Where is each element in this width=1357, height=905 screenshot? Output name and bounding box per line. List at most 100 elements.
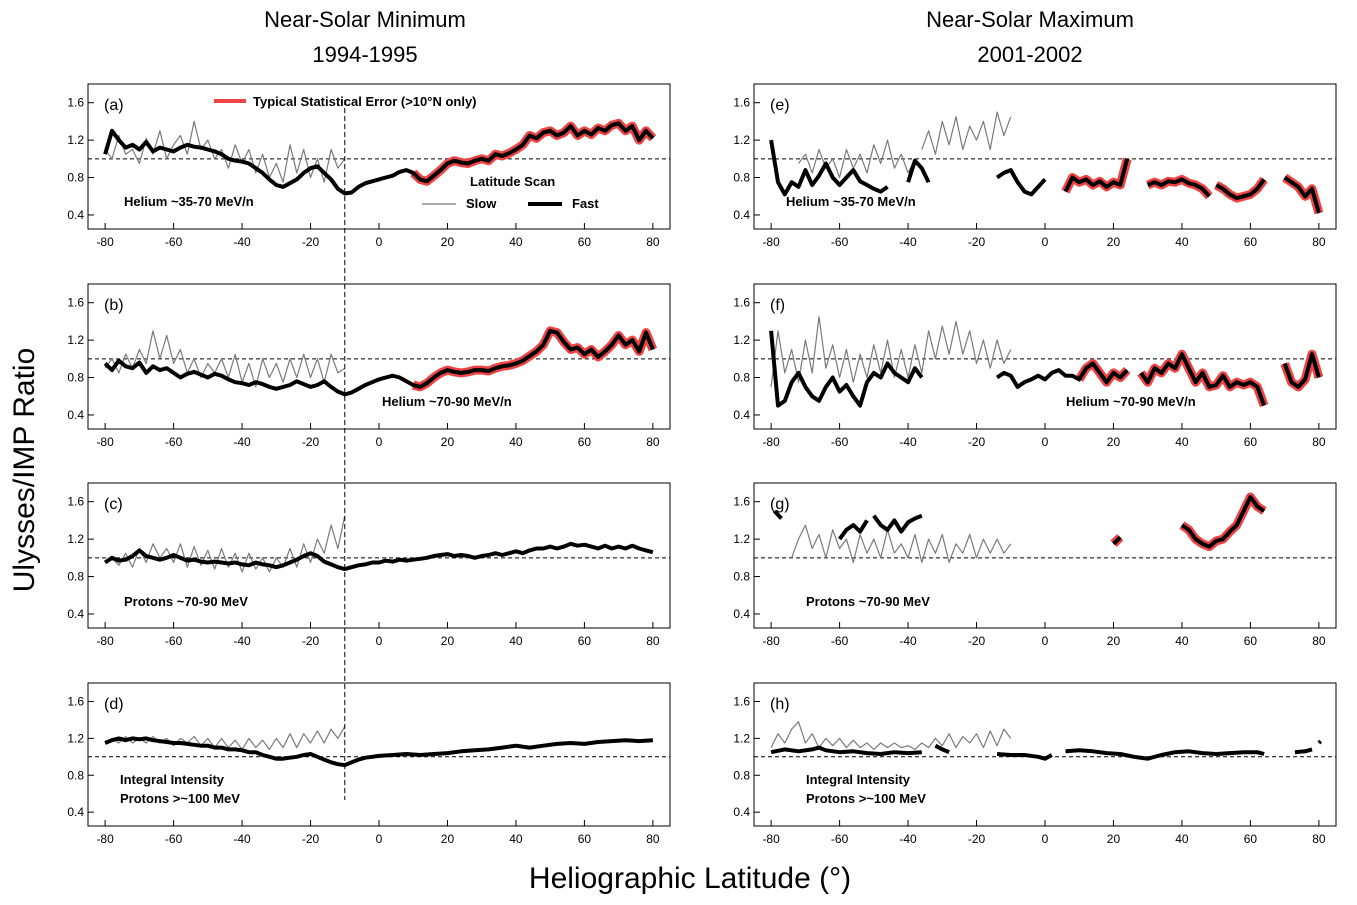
panel-d-label-1: Protons >~100 MeV xyxy=(120,791,240,806)
legend-error-label: Typical Statistical Error (>10°N only) xyxy=(253,94,477,109)
panel-h-fast-line-3 xyxy=(1065,748,1265,761)
panel-c-xtick-label-8: 80 xyxy=(646,634,660,648)
panel-g-fast-line-0 xyxy=(773,509,783,520)
panel-e-fast-line-6 xyxy=(1283,175,1321,214)
left-title-line-1: Near-Solar Minimum xyxy=(264,7,466,32)
panel-e-xtick-label-6: 40 xyxy=(1175,235,1189,249)
panel-g-fast-line-2 xyxy=(872,513,923,534)
panel-c-xtick-label-1: -60 xyxy=(165,634,183,648)
panel-f-xtick-label-2: -40 xyxy=(899,435,917,449)
panel-a: 0.4 0.8 1.2 1.6 -80 -60 -40 -20 0 20 40 60 80 (a) Heli… xyxy=(67,83,671,249)
panel-g-xtick-label-0: -80 xyxy=(762,634,780,648)
panel-c: 0.4 0.8 1.2 1.6 -80 -60 -40 -20 0 20 40 60 80 (c) Prot… xyxy=(67,482,671,648)
panel-a-xtick-label-8: 80 xyxy=(646,235,660,249)
panel-a-xtick-label-7: 60 xyxy=(578,235,592,249)
panel-c-slow-line-0 xyxy=(104,515,346,573)
left-title-line-2: 1994-1995 xyxy=(312,42,417,67)
panel-e-ytick-label-0: 0.4 xyxy=(733,208,750,222)
panel-h-fast-line-2 xyxy=(996,752,1053,761)
panel-a-xtick-label-4: 0 xyxy=(376,235,383,249)
panel-e-xtick-label-2: -40 xyxy=(899,235,917,249)
panel-b-xtick-label-7: 60 xyxy=(578,435,592,449)
panel-c-fast-line-0 xyxy=(103,541,654,572)
panel-e-xtick-label-1: -60 xyxy=(831,235,849,249)
panel-c-xtick-label-5: 20 xyxy=(441,634,455,648)
panel-d-ytick-label-1: 0.8 xyxy=(67,768,84,782)
panel-a-ytick-label-2: 1.2 xyxy=(67,133,84,147)
panel-e-fast-line-5 xyxy=(1215,178,1266,201)
panel-a-xtick-label-6: 40 xyxy=(509,235,523,249)
panel-b: 0.4 0.8 1.2 1.6 -80 -60 -40 -20 0 20 40 60 80 (b) Heli… xyxy=(67,283,671,449)
panel-h-label-1: Protons >~100 MeV xyxy=(806,791,926,806)
panel-d-xtick-label-1: -60 xyxy=(165,832,183,846)
panel-a-ytick-label-1: 0.8 xyxy=(67,171,84,185)
panel-g-xtick-label-6: 40 xyxy=(1175,634,1189,648)
x-axis-label: Heliographic Latitude (°) xyxy=(529,862,851,895)
panel-b-xtick-label-0: -80 xyxy=(96,435,114,449)
panel-h-fast-line-4 xyxy=(1294,747,1313,755)
panel-c-ytick-label-1: 0.8 xyxy=(67,570,84,584)
panel-f-ytick-label-1: 0.8 xyxy=(733,371,750,385)
panel-a-xtick-label-3: -20 xyxy=(302,235,320,249)
panel-d-xtick-label-2: -40 xyxy=(233,832,251,846)
panel-b-letter: (b) xyxy=(104,297,124,314)
panel-g-xtick-label-2: -40 xyxy=(899,634,917,648)
panel-d-xtick-label-4: 0 xyxy=(376,832,383,846)
panel-h-xtick-label-2: -40 xyxy=(899,832,917,846)
legend-scan: Latitude Scan Slow Fast xyxy=(422,174,599,211)
panel-g-fast-line-3 xyxy=(1112,535,1122,546)
panel-d-xtick-label-8: 80 xyxy=(646,832,660,846)
panel-f-ytick-label-2: 1.2 xyxy=(733,333,750,347)
panel-h-slow-line-0 xyxy=(770,721,1012,751)
panel-e-ytick-label-3: 1.6 xyxy=(733,96,750,110)
panel-e-fast-line-0 xyxy=(769,139,889,197)
panel-g-fast-line-4 xyxy=(1180,495,1266,549)
panel-c-ytick-label-0: 0.4 xyxy=(67,607,84,621)
panel-f-xtick-label-3: -20 xyxy=(968,435,986,449)
panel-f-slow-line-0 xyxy=(770,316,1012,387)
panel-h-xtick-label-6: 40 xyxy=(1175,832,1189,846)
panel-g-label-0: Protons ~70-90 MeV xyxy=(806,594,930,609)
panel-f-xtick-label-1: -60 xyxy=(831,435,849,449)
panel-b-xtick-label-5: 20 xyxy=(441,435,455,449)
panel-h-xtick-label-3: -20 xyxy=(968,832,986,846)
panel-e-xtick-label-7: 60 xyxy=(1244,235,1258,249)
panel-d: 0.4 0.8 1.2 1.6 -80 -60 -40 -20 0 20 40 60 80 (d) Inte… xyxy=(67,682,671,846)
panel-e: 0.4 0.8 1.2 1.6 -80 -60 -40 -20 0 20 40 60 80 (e) Heli… xyxy=(733,83,1337,249)
panel-f-ytick-label-0: 0.4 xyxy=(733,408,750,422)
panel-d-xtick-label-7: 60 xyxy=(578,832,592,846)
panel-e-label-0: Helium ~35-70 MeV/n xyxy=(786,194,916,209)
panel-d-ytick-label-3: 1.6 xyxy=(67,694,84,708)
panel-f-frame xyxy=(753,283,1337,430)
panel-g: 0.4 0.8 1.2 1.6 -80 -60 -40 -20 0 20 40 60 80 (g) Prot… xyxy=(733,482,1337,648)
legend-slow-label: Slow xyxy=(466,196,497,211)
panel-h-xtick-label-5: 20 xyxy=(1107,832,1121,846)
panel-c-ytick-label-2: 1.2 xyxy=(67,532,84,546)
panel-h-fast-line-1 xyxy=(934,743,950,755)
panel-b-xtick-label-4: 0 xyxy=(376,435,383,449)
panel-c-xtick-label-6: 40 xyxy=(509,634,523,648)
panel-f-letter: (f) xyxy=(770,297,785,314)
panel-f-xtick-label-8: 80 xyxy=(1312,435,1326,449)
right-title-line-1: Near-Solar Maximum xyxy=(926,7,1134,32)
panel-b-ytick-label-2: 1.2 xyxy=(67,333,84,347)
panel-h-xtick-label-0: -80 xyxy=(762,832,780,846)
panel-d-ytick-label-0: 0.4 xyxy=(67,805,84,819)
legend-fast-label: Fast xyxy=(572,196,599,211)
panel-f-fast-line-2 xyxy=(1139,352,1266,407)
panel-f-fast-line-1 xyxy=(995,361,1129,389)
panel-e-ytick-label-2: 1.2 xyxy=(733,133,750,147)
panel-g-xtick-label-4: 0 xyxy=(1042,634,1049,648)
panel-c-letter: (c) xyxy=(104,496,123,513)
legend-scan-title: Latitude Scan xyxy=(470,174,555,189)
panel-g-xtick-label-8: 80 xyxy=(1312,634,1326,648)
panel-d-xtick-label-6: 40 xyxy=(509,832,523,846)
panel-h: 0.4 0.8 1.2 1.6 -80 -60 -40 -20 0 20 40 60 80 (h) Inte… xyxy=(733,682,1337,846)
panel-g-ytick-label-0: 0.4 xyxy=(733,607,750,621)
panel-g-letter: (g) xyxy=(770,496,790,513)
panel-a-label-0: Helium ~35-70 MeV/n xyxy=(124,194,254,209)
panel-d-xtick-label-3: -20 xyxy=(302,832,320,846)
panel-d-xtick-label-0: -80 xyxy=(96,832,114,846)
panel-e-error-band-3 xyxy=(1061,157,1132,194)
